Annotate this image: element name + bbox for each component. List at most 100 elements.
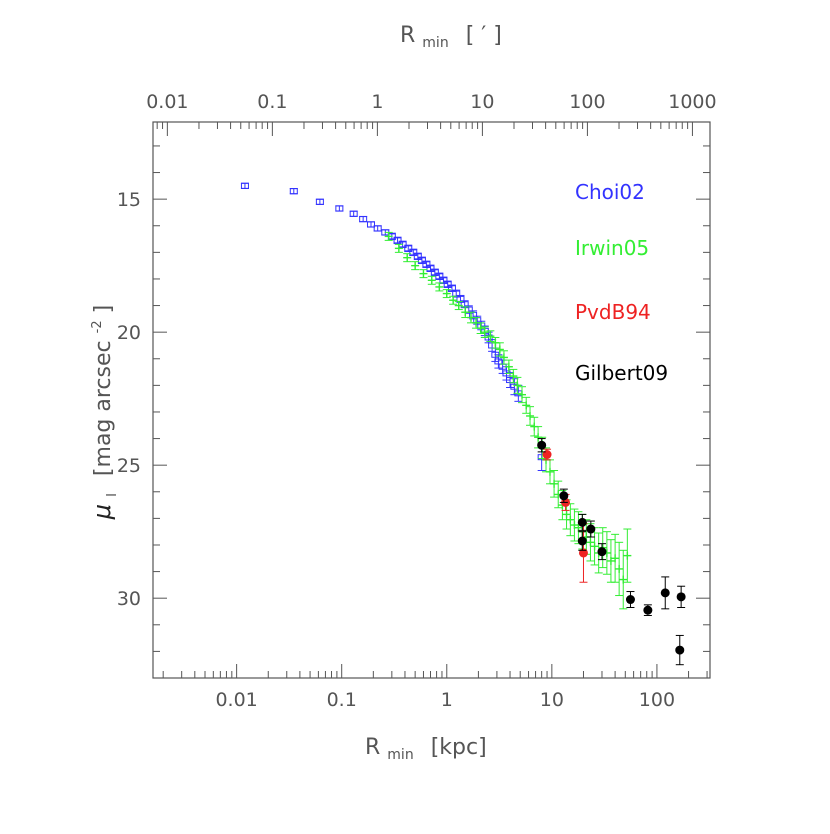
- irwin05-point: [570, 508, 579, 542]
- irwin05-point: [550, 469, 559, 498]
- choi02-point: [430, 268, 439, 276]
- gilbert09-point: [537, 438, 547, 453]
- choi02-marker: [315, 198, 324, 205]
- gilbert09-point: [577, 531, 587, 551]
- irwin05-point: [526, 406, 535, 426]
- plot-border: [152, 121, 711, 679]
- gilbert09-point: [676, 585, 686, 609]
- irwin05-point: [566, 503, 575, 537]
- choi02-point: [422, 260, 431, 269]
- x-bottom-tick-label: 0.1: [327, 689, 357, 711]
- choi02-marker: [409, 249, 418, 256]
- y-tick-label: 25: [117, 455, 141, 477]
- choi02-marker: [439, 277, 448, 284]
- y-axis-title-main: μ: [88, 504, 116, 520]
- choi02-marker: [447, 285, 456, 292]
- irwin05-point: [611, 533, 620, 583]
- choi02-point: [359, 215, 368, 223]
- choi02-marker: [426, 265, 435, 272]
- irwin05-point: [454, 301, 463, 311]
- choi02-point: [439, 276, 448, 284]
- choi02-marker: [413, 253, 422, 260]
- x-top-tick-label: 1: [371, 91, 383, 113]
- x-top-tick-label: 0.01: [146, 91, 188, 113]
- x-top-tick-label: 0.1: [257, 91, 287, 113]
- gilbert09-point: [559, 488, 569, 503]
- y-axis-title-sup: -2: [90, 320, 105, 333]
- choi02-marker: [494, 358, 503, 365]
- choi02-point: [289, 188, 298, 195]
- y-axis-title: μ I [mag arcsec -2 ]: [82, 305, 122, 520]
- irwin05-point: [495, 342, 504, 357]
- choi02-point: [413, 252, 422, 261]
- irwin05-point: [419, 269, 428, 279]
- irwin05-point: [509, 368, 518, 384]
- x-top-tick-label: 10: [470, 91, 494, 113]
- irwin05-point: [403, 253, 412, 263]
- gilbert09-marker: [537, 440, 547, 450]
- irwin05-point: [545, 459, 554, 485]
- gilbert09-marker: [625, 595, 635, 605]
- choi02-marker: [443, 281, 452, 288]
- choi02-point: [373, 225, 382, 232]
- choi02-point: [409, 248, 418, 257]
- x-bottom-tick-label: 0.01: [215, 689, 257, 711]
- left-axis-ticks: 15 20 25 30: [117, 145, 167, 679]
- irwin05-point: [615, 541, 624, 597]
- choi02-marker: [435, 273, 444, 280]
- legend: Choi02 Irwin05 PvdB94 Gilbert09: [575, 180, 668, 385]
- legend-entry-irwin05: Irwin05: [575, 236, 649, 260]
- choi02-point: [335, 205, 344, 212]
- choi02-marker: [373, 225, 382, 232]
- legend-entry-choi02: Choi02: [575, 180, 645, 204]
- bottom-axis-ticks: 0.01 0.1 1 10 100: [162, 664, 708, 711]
- y-axis-title-sub: I: [105, 493, 120, 497]
- irwin05-point: [623, 528, 632, 583]
- y-tick-label: 30: [117, 588, 141, 610]
- choi02-marker: [422, 261, 431, 268]
- choi02-point: [366, 221, 375, 228]
- gilbert09-marker: [577, 536, 587, 546]
- irwin05-point: [411, 261, 420, 271]
- gilbert09-marker: [597, 547, 607, 557]
- x-axis-title-bottom-sub: min: [387, 747, 413, 763]
- choi02-point: [435, 272, 444, 280]
- series-choi02: [240, 182, 546, 471]
- gilbert09-marker: [559, 491, 569, 501]
- gilbert09-marker: [675, 645, 685, 655]
- x-bottom-tick-label: 10: [540, 689, 564, 711]
- x-axis-title-top: R min [ ′ ]: [400, 23, 502, 53]
- choi02-point: [315, 198, 324, 205]
- gilbert09-marker: [676, 592, 686, 602]
- gilbert09-point: [625, 591, 635, 609]
- choi02-point: [426, 264, 435, 273]
- x-axis-title-top-sub: min: [422, 35, 448, 51]
- right-axis-ticks: [696, 145, 710, 679]
- choi02-marker: [417, 257, 426, 264]
- choi02-marker: [289, 188, 298, 195]
- gilbert09-point: [675, 634, 685, 666]
- irwin05-point: [394, 243, 403, 253]
- x-axis-title-top-unit: [ ′ ]: [466, 23, 502, 48]
- choi02-marker: [393, 237, 402, 244]
- y-axis-title-unit: [mag arcsec: [91, 340, 116, 476]
- irwin05-point: [518, 386, 527, 404]
- gilbert09-point: [586, 520, 596, 538]
- irwin05-point: [449, 295, 458, 305]
- gilbert09-marker: [577, 517, 587, 527]
- irwin05-point: [442, 289, 451, 299]
- choi02-marker: [430, 269, 439, 276]
- gilbert09-point: [597, 543, 607, 561]
- series-irwin05: [384, 231, 632, 610]
- series-gilbert09: [537, 438, 686, 666]
- choi02-marker: [404, 245, 413, 252]
- x-axis-title-bottom: R min [kpc]: [365, 735, 487, 765]
- choi02-marker: [240, 182, 249, 189]
- x-axis-title-bottom-unit: [kpc]: [431, 735, 487, 760]
- x-top-tick-label: 1000: [668, 91, 716, 113]
- irwin05-point: [435, 282, 444, 292]
- x-axis-title-top-main: R: [400, 23, 415, 48]
- irwin05-point: [574, 511, 583, 545]
- choi02-point: [393, 236, 402, 245]
- y-tick-label: 15: [117, 189, 141, 211]
